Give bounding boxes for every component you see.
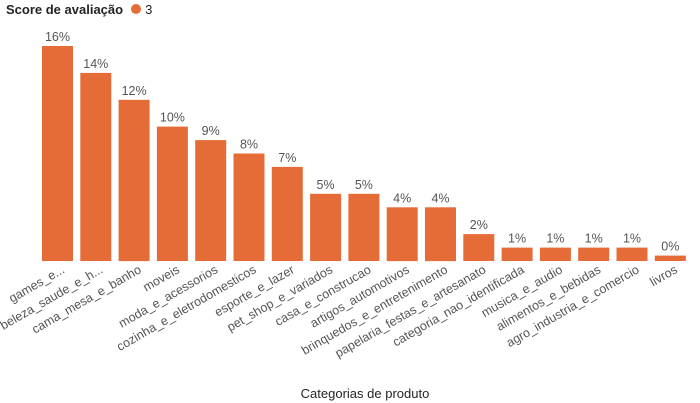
legend-title: Score de avaliação: [6, 1, 124, 17]
bar-agro_industria_e_comercio[interactable]: [616, 247, 648, 261]
legend-entry[interactable]: 3: [145, 1, 153, 17]
bar-moda_e_acessorios[interactable]: [195, 140, 227, 261]
data-label-esporte_e_lazer: 7%: [278, 151, 296, 165]
data-label-moveis: 10%: [160, 111, 185, 125]
data-label-musica_e_audio: 1%: [546, 232, 564, 246]
data-label-cozinha_e_eletrodomesticos: 8%: [240, 138, 258, 152]
x-tick-labels-group: games_e...beleza_saude_e_h...cama_mesa_e…: [0, 262, 680, 360]
bar-alimentos_e_bebidas[interactable]: [578, 247, 610, 261]
data-label-categoria_nao_identificada: 1%: [508, 232, 526, 246]
bar-beleza_saude_e_h...[interactable]: [80, 72, 112, 262]
bar-categoria_nao_identificada[interactable]: [501, 247, 533, 261]
data-label-casa_e_construcao: 5%: [355, 178, 373, 192]
bars-group: [42, 46, 686, 262]
legend: Score de avaliação 3: [6, 0, 152, 18]
data-label-games_e...: 16%: [45, 30, 70, 44]
bar-musica_e_audio[interactable]: [539, 247, 571, 261]
data-label-papelaria_festas_e_artesanato: 2%: [470, 218, 488, 232]
data-label-moda_e_acessorios: 9%: [202, 124, 220, 138]
bar-games_e...[interactable]: [42, 46, 73, 261]
data-label-beleza_saude_e_h...: 14%: [83, 57, 108, 71]
data-labels-group: 16% 14% 12% 10% 9% 8% 7% 5% 5% 4% 4% 2% 1% 1% 1% 1% 0%: [45, 30, 679, 254]
data-label-agro_industria_e_comercio: 1%: [623, 232, 641, 246]
bar-casa_e_construcao[interactable]: [348, 193, 380, 261]
bar-pet_shop_e_variados[interactable]: [310, 193, 342, 261]
x-axis-title: Categorias de produto: [301, 386, 430, 401]
bar-cozinha_e_eletrodomesticos[interactable]: [233, 153, 265, 262]
bar-esporte_e_lazer[interactable]: [271, 166, 303, 261]
bar-moveis[interactable]: [156, 126, 188, 261]
data-label-pet_shop_e_variados: 5%: [317, 178, 335, 192]
x-tick-label-livros: livros: [648, 262, 680, 289]
bar-artigos_automotivos[interactable]: [386, 207, 418, 262]
data-label-artigos_automotivos: 4%: [393, 191, 411, 205]
data-label-alimentos_e_bebidas: 1%: [585, 232, 603, 246]
data-label-cama_mesa_e_banho: 12%: [122, 84, 147, 98]
data-label-brinquedos_e_entretenimento: 4%: [431, 191, 449, 205]
data-label-livros: 0%: [661, 240, 679, 254]
bar-papelaria_festas_e_artesanato[interactable]: [463, 234, 495, 261]
bar-livros[interactable]: [654, 255, 686, 261]
bar-brinquedos_e_entretenimento[interactable]: [425, 207, 456, 262]
bar-cama_mesa_e_banho[interactable]: [118, 99, 150, 262]
legend-marker-icon: [131, 4, 142, 14]
